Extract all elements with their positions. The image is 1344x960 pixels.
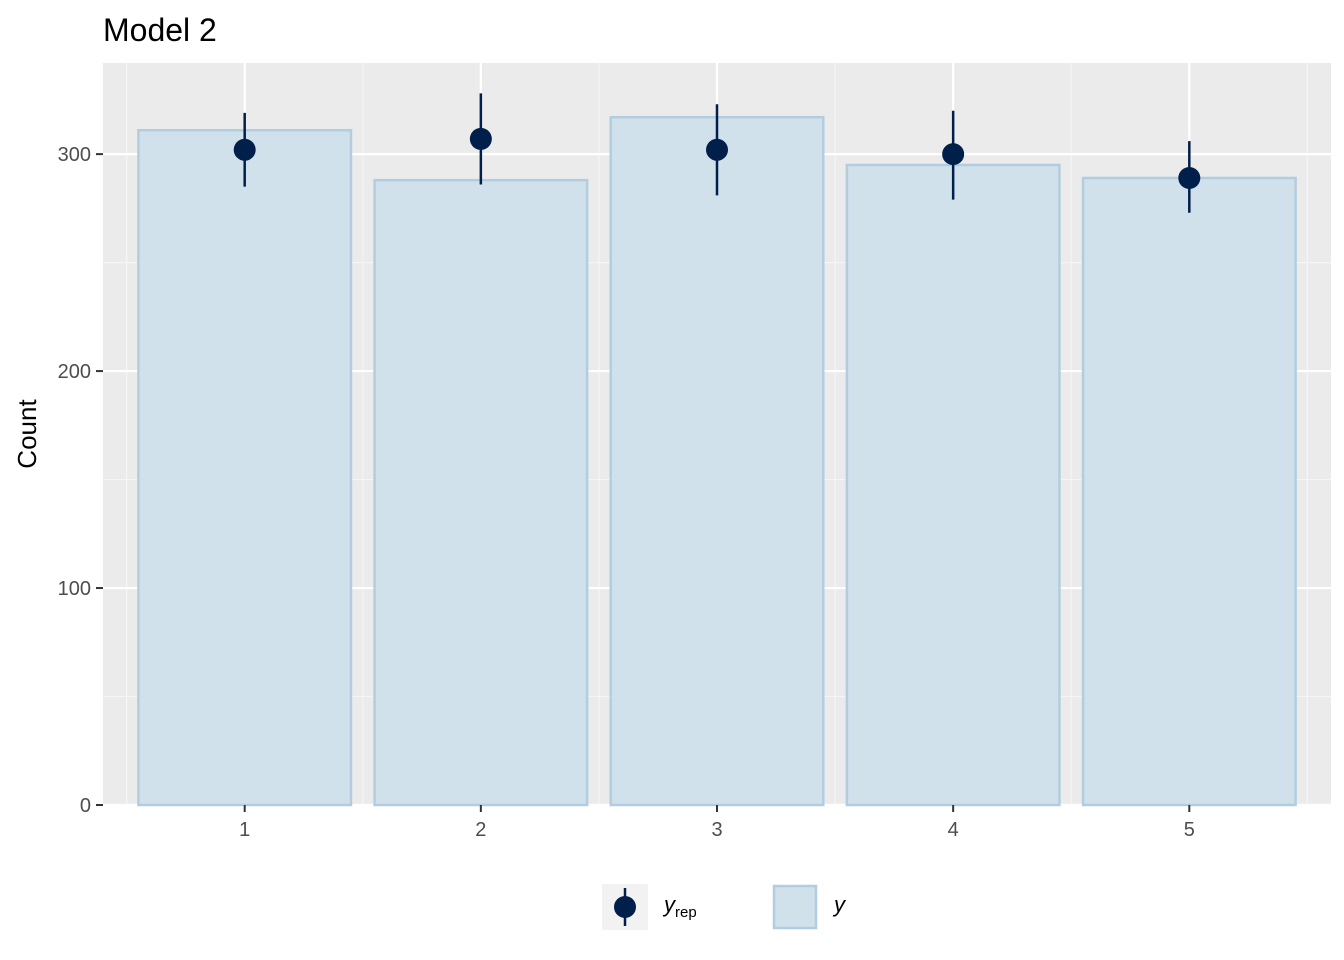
chart-title: Model 2 bbox=[103, 12, 217, 48]
x-tick-label: 3 bbox=[711, 819, 722, 841]
legend-label-y: y bbox=[832, 892, 847, 917]
yrep-point-3 bbox=[706, 138, 728, 161]
legend-label-yrep: yrep bbox=[662, 892, 697, 921]
legend-yrep-point bbox=[614, 896, 636, 918]
bar-4 bbox=[845, 163, 1061, 807]
bar-2 bbox=[373, 178, 589, 807]
yrep-point-5 bbox=[1178, 166, 1201, 189]
x-axis: 1 2 3 4 5 bbox=[239, 805, 1195, 841]
yrep-point-1 bbox=[233, 138, 256, 161]
x-tick-label: 5 bbox=[1184, 819, 1195, 841]
bar-1 bbox=[137, 129, 353, 807]
bar-5 bbox=[1081, 176, 1297, 807]
y-tick-label: 200 bbox=[58, 361, 91, 383]
legend: yrep y bbox=[602, 884, 847, 930]
y-tick-label: 300 bbox=[58, 144, 91, 166]
legend-key-y bbox=[772, 884, 818, 930]
y-tick-label: 100 bbox=[58, 578, 91, 600]
y-tick-label: 0 bbox=[80, 795, 91, 817]
x-tick-label: 4 bbox=[948, 819, 959, 841]
x-tick-label: 2 bbox=[475, 819, 486, 841]
y-axis: 0 100 200 300 bbox=[58, 144, 103, 817]
bars bbox=[137, 115, 1297, 807]
y-axis-label: Count bbox=[12, 399, 42, 469]
bar-3 bbox=[609, 115, 825, 807]
x-tick-label: 1 bbox=[239, 819, 250, 841]
yrep-point-2 bbox=[469, 127, 492, 150]
yrep-point-ranges bbox=[233, 93, 1201, 213]
yrep-point-4 bbox=[942, 143, 965, 166]
